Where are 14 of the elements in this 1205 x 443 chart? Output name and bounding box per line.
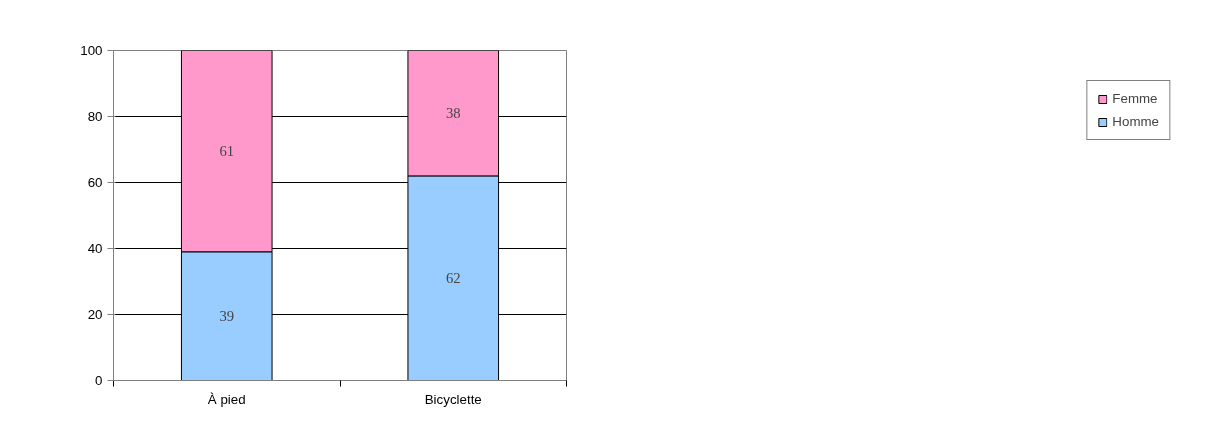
- x-tick-label: À pied: [207, 391, 246, 407]
- data-label: 38: [445, 105, 461, 122]
- y-tick-label: 100: [80, 43, 103, 58]
- data-label: 39: [219, 308, 235, 325]
- y-tick-label: 80: [87, 109, 103, 124]
- x-tick-label: Bicyclette: [424, 391, 482, 407]
- data-label: 61: [219, 143, 235, 160]
- y-tick-label: 40: [87, 241, 103, 256]
- y-tick-label: 60: [87, 175, 103, 190]
- legend-label: Homme: [1112, 114, 1159, 129]
- data-label: 62: [445, 270, 461, 287]
- y-tick-label: 20: [87, 307, 103, 322]
- y-tick-label: 0: [95, 373, 103, 388]
- legend-label: Femme: [1112, 91, 1158, 106]
